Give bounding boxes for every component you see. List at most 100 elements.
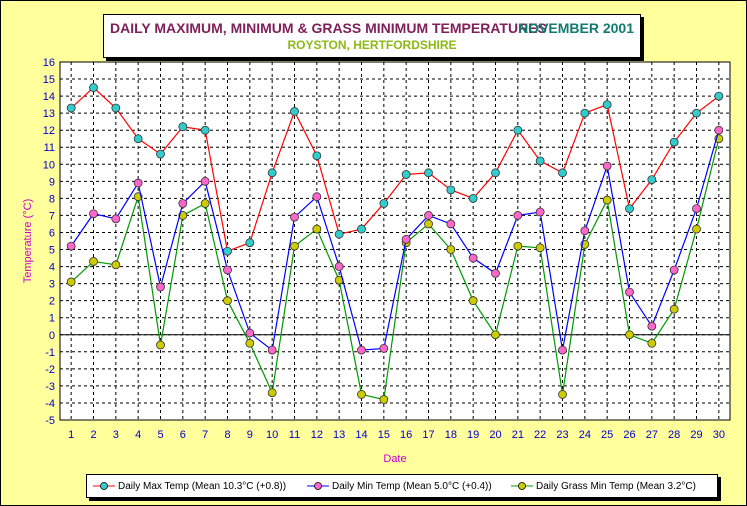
data-point — [312, 224, 322, 234]
x-axis-title: Date — [383, 453, 406, 465]
data-point — [200, 199, 210, 208]
data-point — [513, 211, 523, 220]
y-tick-label: 9 — [49, 176, 55, 188]
y-tick-label: -1 — [45, 347, 55, 359]
x-tick-label: 12 — [311, 429, 323, 441]
x-tick-label: 4 — [135, 429, 141, 441]
x-tick-label: 30 — [713, 429, 725, 441]
x-tick-label: 21 — [512, 429, 524, 441]
y-tick-label: 11 — [44, 142, 55, 154]
legend-item-grass: Daily Grass Min Temp (Mean 3.2°C) — [511, 475, 696, 497]
series-1 — [66, 125, 724, 355]
data-point — [535, 207, 545, 217]
series-line — [70, 86, 720, 253]
data-point — [491, 268, 500, 278]
x-tick-label: 24 — [579, 429, 591, 441]
data-point — [245, 238, 255, 248]
data-point — [558, 168, 567, 178]
x-tick-label: 5 — [157, 429, 163, 441]
data-point — [580, 226, 590, 236]
x-tick-label: 16 — [400, 429, 412, 441]
x-tick-labels: 1 2 3 4 5 6 7 8 9 10 11 12 13 14 15 16 17 18 19 20 21 22 23 24 2… — [68, 429, 725, 441]
data-point — [602, 161, 612, 171]
data-point — [424, 211, 433, 220]
data-point — [558, 390, 567, 399]
legend-item-max: Daily Max Temp (Mean 10.3°C (+0.8)) — [93, 475, 286, 497]
chart-period: NOVEMBER 2001 — [518, 20, 634, 36]
data-point — [401, 234, 411, 244]
x-tick-label: 26 — [623, 429, 635, 441]
data-point — [714, 125, 724, 135]
y-tick-label: 10 — [43, 159, 55, 171]
data-point — [357, 345, 366, 355]
data-point — [156, 340, 165, 350]
x-tick-label: 19 — [467, 429, 479, 441]
data-point — [111, 103, 121, 113]
data-point — [89, 257, 98, 266]
data-point — [267, 388, 277, 398]
data-point — [379, 395, 389, 404]
data-point — [491, 168, 500, 178]
chart-title: DAILY MAXIMUM, MINIMUM & GRASS MINIMUM T… — [110, 20, 547, 36]
data-point — [178, 199, 188, 208]
data-point — [625, 330, 634, 340]
data-point — [111, 260, 121, 270]
data-point — [312, 151, 322, 161]
data-point — [267, 345, 277, 355]
y-tick-label: 12 — [43, 125, 55, 137]
series-line — [70, 138, 720, 401]
data-point — [602, 100, 612, 110]
data-point — [602, 195, 612, 205]
x-tick-label: 2 — [90, 429, 96, 441]
data-point — [379, 199, 389, 208]
chart-location: ROYSTON, HERTFORDSHIRE — [287, 38, 457, 52]
legend-grass-swatch — [511, 482, 533, 490]
y-tick-label: 6 — [49, 227, 55, 239]
x-tick-label: 15 — [378, 429, 390, 441]
data-point — [647, 321, 657, 331]
y-tick-label: 15 — [43, 74, 55, 86]
data-point — [401, 170, 411, 179]
legend: Daily Max Temp (Mean 10.3°C (+0.8)) Dail… — [86, 474, 718, 498]
data-point — [290, 107, 299, 116]
x-tick-label: 6 — [180, 429, 186, 441]
data-point — [669, 304, 679, 314]
data-point — [625, 287, 634, 297]
x-tick-label: 27 — [646, 429, 658, 441]
x-tick-label: 1 — [68, 429, 74, 441]
data-point — [66, 277, 76, 287]
data-point — [178, 211, 188, 220]
data-point — [223, 296, 232, 306]
plot-area — [59, 61, 731, 421]
data-point — [446, 185, 456, 195]
data-point — [468, 296, 478, 306]
y-tick-label: 13 — [43, 108, 55, 120]
data-point — [491, 330, 500, 340]
data-point — [245, 328, 255, 338]
data-point — [424, 168, 433, 178]
x-tick-label: 25 — [601, 429, 613, 441]
y-tick-label: 14 — [43, 91, 55, 103]
x-tick-label: 3 — [113, 429, 119, 441]
y-tick-label: 3 — [49, 279, 55, 291]
data-point — [312, 192, 322, 202]
data-point — [692, 204, 701, 214]
series-2 — [66, 134, 724, 404]
data-point — [89, 83, 98, 92]
x-tick-label: 17 — [422, 429, 434, 441]
data-point — [513, 241, 523, 251]
y-tick-label: -3 — [45, 381, 55, 393]
data-point — [200, 125, 210, 135]
data-point — [223, 265, 232, 275]
y-tick-label: 7 — [49, 210, 55, 222]
data-point — [535, 243, 545, 253]
legend-max-swatch — [93, 482, 115, 490]
x-tick-label: 8 — [224, 429, 230, 441]
x-tick-label: 10 — [266, 429, 278, 441]
data-point — [133, 134, 143, 144]
data-point — [513, 125, 523, 135]
data-point — [535, 156, 545, 166]
y-tick-label: -2 — [45, 364, 55, 376]
y-tick-label: 1 — [49, 313, 55, 325]
